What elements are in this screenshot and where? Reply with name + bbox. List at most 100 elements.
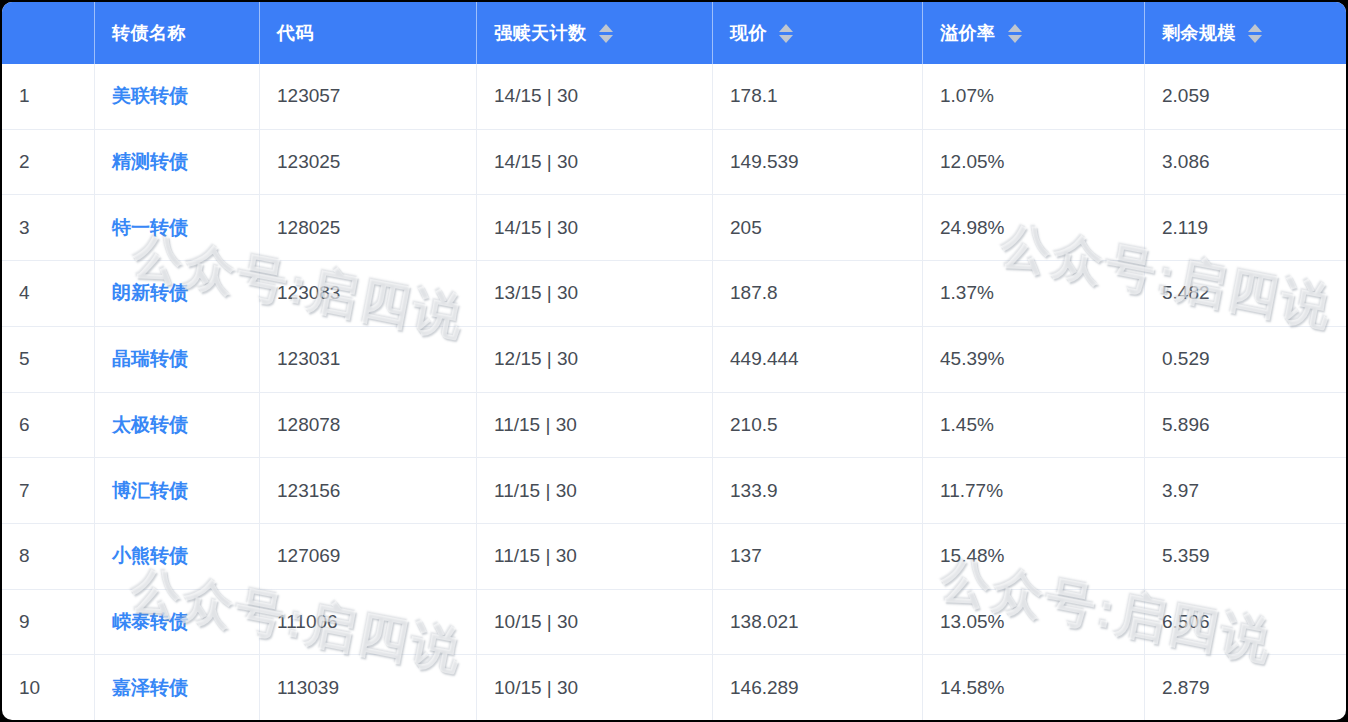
bond-name-link[interactable]: 晶瑞转债 <box>112 346 188 372</box>
cell-code: 123156 <box>260 458 477 523</box>
cell-remaining-size: 5.896 <box>1145 393 1346 458</box>
table-row: 10 嘉泽转债 11303910/15 | 30146.28914.58%2.879 <box>2 655 1346 720</box>
cell-price: 187.8 <box>713 261 923 326</box>
cell-index: 3 <box>2 195 95 260</box>
cell-redeem-days: 11/15 | 30 <box>477 524 713 589</box>
sort-icon[interactable] <box>1248 24 1262 43</box>
bond-name-link[interactable]: 嘉泽转债 <box>112 675 188 701</box>
cell-remaining-size: 6.506 <box>1145 590 1346 655</box>
cell-remaining-size: 5.482 <box>1145 261 1346 326</box>
column-header-days[interactable]: 强赎天计数 <box>477 2 713 64</box>
cell-bond-name: 小熊转债 <box>95 524 260 589</box>
cell-bond-name: 精测转债 <box>95 130 260 195</box>
cell-index: 2 <box>2 130 95 195</box>
bond-table-screen: 转债名称代码强赎天计数现价溢价率剩余规模 1美联转债12305714/15 | … <box>0 0 1348 722</box>
cell-bond-name: 美联转债 <box>95 64 260 129</box>
sort-icon[interactable] <box>599 24 613 43</box>
cell-index: 10 <box>2 655 95 720</box>
bond-name-link[interactable]: 博汇转债 <box>112 478 188 504</box>
cell-premium-rate: 1.07% <box>923 64 1145 129</box>
cell-redeem-days: 11/15 | 30 <box>477 393 713 458</box>
cell-price: 146.289 <box>713 655 923 720</box>
cell-redeem-days: 14/15 | 30 <box>477 64 713 129</box>
cell-bond-name: 太极转债 <box>95 393 260 458</box>
bond-name-link[interactable]: 小熊转债 <box>112 543 188 569</box>
bond-name-link[interactable]: 特一转债 <box>112 215 188 241</box>
cell-index: 8 <box>2 524 95 589</box>
cell-bond-name: 朗新转债 <box>95 261 260 326</box>
table-row: 8 小熊转债 12706911/15 | 3013715.48%5.359 <box>2 524 1346 590</box>
cell-redeem-days: 10/15 | 30 <box>477 655 713 720</box>
cell-index: 7 <box>2 458 95 523</box>
cell-remaining-size: 2.879 <box>1145 655 1346 720</box>
cell-price: 149.539 <box>713 130 923 195</box>
cell-premium-rate: 13.05% <box>923 590 1145 655</box>
cell-premium-rate: 12.05% <box>923 130 1145 195</box>
cell-remaining-size: 3.97 <box>1145 458 1346 523</box>
cell-price: 178.1 <box>713 64 923 129</box>
cell-bond-name: 嘉泽转债 <box>95 655 260 720</box>
column-header-label: 现价 <box>730 21 767 45</box>
sort-icon[interactable] <box>779 24 793 43</box>
column-header-label: 代码 <box>277 21 314 45</box>
sort-icon[interactable] <box>1008 24 1022 43</box>
cell-code: 127069 <box>260 524 477 589</box>
bond-name-link[interactable]: 嵘泰转债 <box>112 609 188 635</box>
cell-price: 210.5 <box>713 393 923 458</box>
sort-desc-icon <box>1248 35 1262 43</box>
cell-price: 133.9 <box>713 458 923 523</box>
column-header-premium[interactable]: 溢价率 <box>923 2 1145 64</box>
cell-price: 138.021 <box>713 590 923 655</box>
cell-premium-rate: 14.58% <box>923 655 1145 720</box>
cell-code: 123025 <box>260 130 477 195</box>
cell-bond-name: 嵘泰转债 <box>95 590 260 655</box>
column-header-index <box>2 2 95 64</box>
cell-redeem-days: 13/15 | 30 <box>477 261 713 326</box>
table-row: 5晶瑞转债12303112/15 | 30449.44445.39%0.529 <box>2 327 1346 393</box>
table-row: 6 太极转债 12807811/15 | 30210.51.45%5.896 <box>2 393 1346 459</box>
sort-desc-icon <box>1008 35 1022 43</box>
sort-asc-icon <box>1008 24 1022 32</box>
cell-bond-name: 特一转债 <box>95 195 260 260</box>
cell-remaining-size: 3.086 <box>1145 130 1346 195</box>
cell-code: 111006 <box>260 590 477 655</box>
table-row: 2 精测转债 12302514/15 | 30149.53912.05%3.086 <box>2 130 1346 196</box>
cell-index: 1 <box>2 64 95 129</box>
cell-index: 9 <box>2 590 95 655</box>
cell-price: 449.444 <box>713 327 923 392</box>
column-header-label: 剩余规模 <box>1162 21 1236 45</box>
cell-redeem-days: 10/15 | 30 <box>477 590 713 655</box>
column-header-label: 溢价率 <box>940 21 996 45</box>
sort-asc-icon <box>599 24 613 32</box>
bond-name-link[interactable]: 精测转债 <box>112 149 188 175</box>
cell-code: 113039 <box>260 655 477 720</box>
cell-index: 6 <box>2 393 95 458</box>
bond-name-link[interactable]: 美联转债 <box>112 83 188 109</box>
sort-asc-icon <box>779 24 793 32</box>
cell-price: 137 <box>713 524 923 589</box>
bond-name-link[interactable]: 朗新转债 <box>112 280 188 306</box>
cell-redeem-days: 14/15 | 30 <box>477 130 713 195</box>
table-row: 1美联转债12305714/15 | 30178.11.07%2.059 <box>2 64 1346 130</box>
cell-remaining-size: 2.119 <box>1145 195 1346 260</box>
cell-premium-rate: 15.48% <box>923 524 1145 589</box>
column-header-name: 转债名称 <box>95 2 260 64</box>
cell-code: 128078 <box>260 393 477 458</box>
cell-redeem-days: 14/15 | 30 <box>477 195 713 260</box>
cell-index: 5 <box>2 327 95 392</box>
cell-premium-rate: 45.39% <box>923 327 1145 392</box>
cell-remaining-size: 5.359 <box>1145 524 1346 589</box>
cell-bond-name: 晶瑞转债 <box>95 327 260 392</box>
cell-premium-rate: 1.45% <box>923 393 1145 458</box>
cell-price: 205 <box>713 195 923 260</box>
sort-desc-icon <box>599 35 613 43</box>
table-row: 7博汇转债12315611/15 | 30133.911.77%3.97 <box>2 458 1346 524</box>
table-row: 4朗新转债12308313/15 | 30187.81.37%5.482 <box>2 261 1346 327</box>
cell-redeem-days: 12/15 | 30 <box>477 327 713 392</box>
bond-name-link[interactable]: 太极转债 <box>112 412 188 438</box>
cell-remaining-size: 2.059 <box>1145 64 1346 129</box>
column-header-size[interactable]: 剩余规模 <box>1145 2 1346 64</box>
column-header-price[interactable]: 现价 <box>713 2 923 64</box>
cell-code: 128025 <box>260 195 477 260</box>
cell-code: 123083 <box>260 261 477 326</box>
